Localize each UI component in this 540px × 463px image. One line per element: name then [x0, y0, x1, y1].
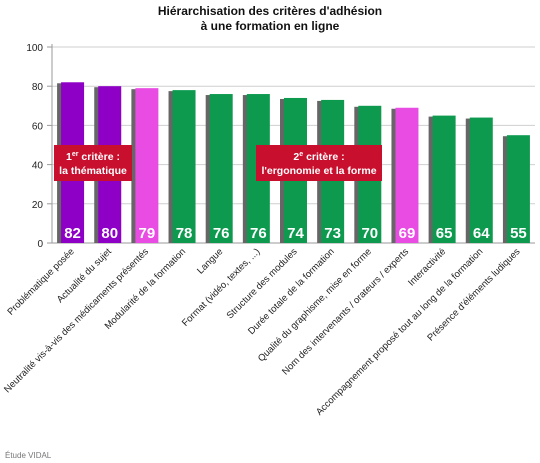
x-tick-label: Structure des modules: [225, 246, 300, 321]
bar-value-label: 65: [436, 225, 453, 242]
callout-box: 2e critère : l'ergonomie et la forme: [256, 145, 382, 181]
callout-line-1: 1er critère :: [66, 151, 120, 163]
y-tick-label: 20: [32, 200, 44, 211]
bar: [172, 90, 196, 244]
bar: [395, 107, 419, 243]
y-tick-label: 40: [32, 161, 44, 172]
y-tick-label: 0: [37, 239, 43, 250]
chart-title: Hiérarchisation des critères d'adhésion …: [0, 4, 540, 34]
callout-line-2: la thématique: [59, 165, 127, 177]
callout-rank: 2: [293, 151, 299, 163]
bar-value-label: 76: [213, 225, 230, 242]
chart-title-line-1: Hiérarchisation des critères d'adhésion: [157, 4, 383, 18]
x-tick-label: Problématique posée: [5, 246, 76, 317]
bar-value-label: 64: [473, 225, 490, 242]
callout-line-2: l'ergonomie et la forme: [261, 165, 376, 177]
bar: [432, 115, 456, 243]
bar-value-label: 55: [510, 225, 527, 242]
bar-value-label: 74: [287, 225, 304, 242]
callout-rank: 1: [66, 151, 72, 163]
callout-label: critère :: [79, 151, 120, 163]
bar: [209, 94, 233, 243]
callout-line-1: 2e critère :: [293, 151, 344, 163]
bar: [506, 135, 530, 243]
bar-value-label: 73: [324, 225, 341, 242]
callout-label: critère :: [303, 151, 344, 163]
bar: [135, 88, 159, 243]
callout-background: [256, 145, 382, 181]
x-tick-label: Neutralité vis-à-vis des médicaments pré…: [2, 246, 151, 395]
x-tick-label: Langue: [195, 246, 225, 276]
callout-background: [54, 145, 132, 181]
callout-superscript: er: [72, 151, 79, 158]
bar: [469, 117, 493, 243]
bar-value-label: 78: [176, 225, 193, 242]
source-note: Étude VIDAL: [5, 451, 52, 460]
callout-superscript: e: [299, 151, 303, 158]
chart-title-line-2: à une formation en ligne: [200, 19, 340, 33]
y-tick-label: 80: [32, 82, 44, 93]
y-tick-label: 100: [26, 43, 43, 54]
bars: 82 80 79 78 76 76 74 73 70 69 65 64 55: [57, 82, 530, 244]
callout-box: 1er critère : la thématique: [54, 145, 132, 181]
bar-value-label: 76: [250, 225, 267, 242]
bar-value-label: 69: [399, 225, 416, 242]
bar-value-label: 82: [64, 225, 81, 242]
bar-value-label: 70: [361, 225, 378, 242]
y-tick-label: 60: [32, 121, 44, 132]
bar-value-label: 79: [139, 225, 156, 242]
bar-value-label: 80: [101, 225, 118, 242]
